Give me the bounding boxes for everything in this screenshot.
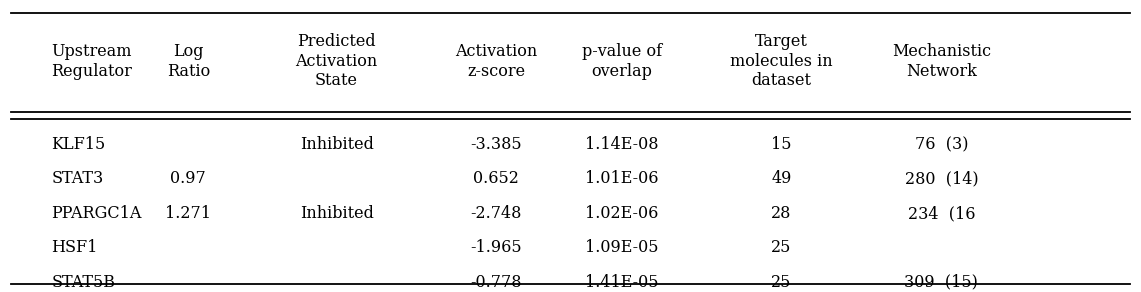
Text: 76  (3): 76 (3) [915, 136, 968, 153]
Text: 1.02E-06: 1.02E-06 [585, 205, 658, 222]
Text: 309  (15): 309 (15) [905, 274, 978, 291]
Text: p-value of
overlap: p-value of overlap [582, 43, 662, 80]
Text: 0.97: 0.97 [170, 171, 207, 187]
Text: 1.271: 1.271 [165, 205, 211, 222]
Text: Log
Ratio: Log Ratio [167, 43, 210, 80]
Text: PPARGC1A: PPARGC1A [51, 205, 141, 222]
Text: Upstream
Regulator: Upstream Regulator [51, 43, 132, 80]
Text: 0.652: 0.652 [474, 171, 519, 187]
Text: 25: 25 [771, 239, 792, 256]
Text: 234  (16: 234 (16 [907, 205, 976, 222]
Text: -2.748: -2.748 [470, 205, 523, 222]
Text: Activation
z-score: Activation z-score [455, 43, 537, 80]
Text: STAT3: STAT3 [51, 171, 104, 187]
Text: KLF15: KLF15 [51, 136, 106, 153]
Text: 1.01E-06: 1.01E-06 [585, 171, 658, 187]
Text: 1.14E-08: 1.14E-08 [585, 136, 658, 153]
Text: 280  (14): 280 (14) [905, 171, 978, 187]
Text: 25: 25 [771, 274, 792, 291]
Text: 1.41E-05: 1.41E-05 [585, 274, 658, 291]
Text: STAT5B: STAT5B [51, 274, 115, 291]
Text: Mechanistic
Network: Mechanistic Network [892, 43, 990, 80]
Text: Target
molecules in
dataset: Target molecules in dataset [730, 33, 833, 89]
Text: -0.778: -0.778 [470, 274, 523, 291]
Text: 49: 49 [771, 171, 792, 187]
Text: HSF1: HSF1 [51, 239, 98, 256]
Text: 28: 28 [771, 205, 792, 222]
Text: -3.385: -3.385 [470, 136, 523, 153]
Text: 15: 15 [771, 136, 792, 153]
Text: Inhibited: Inhibited [300, 136, 373, 153]
Text: 1.09E-05: 1.09E-05 [585, 239, 658, 256]
Text: Predicted
Activation
State: Predicted Activation State [296, 33, 378, 89]
Text: Inhibited: Inhibited [300, 205, 373, 222]
Text: -1.965: -1.965 [470, 239, 523, 256]
